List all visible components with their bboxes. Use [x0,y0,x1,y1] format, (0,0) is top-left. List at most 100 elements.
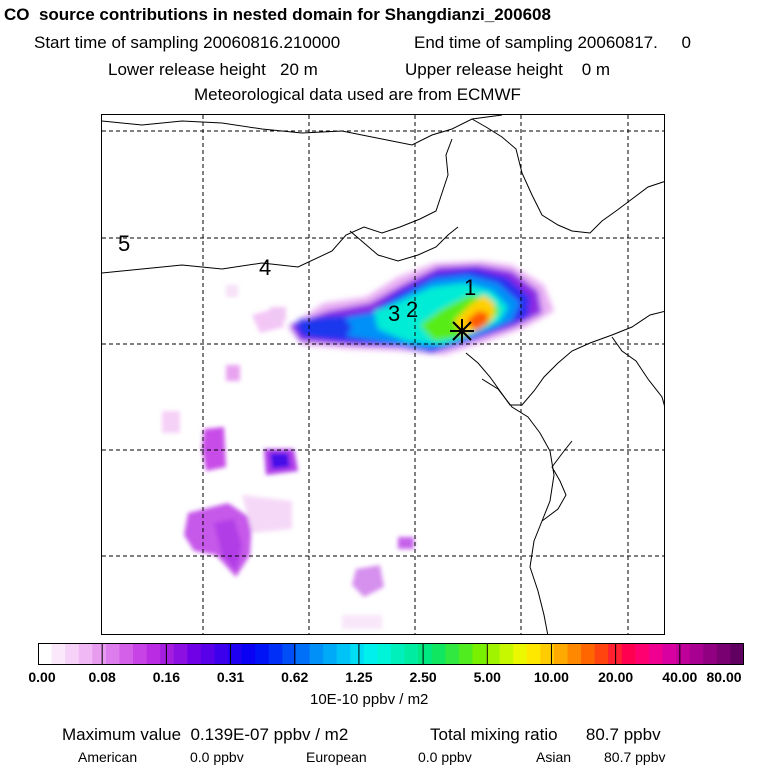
colorbar-cell [51,643,66,665]
patch-blue-1 [270,453,290,469]
colorbar-cell [119,643,134,665]
colorbar-cell [92,643,107,665]
colorbar-cell [173,643,188,665]
patch-low-5 [226,285,238,297]
contour-labels: 5 4 3 2 1 [118,231,476,326]
colorbar-cell [472,643,487,665]
upper-release-label: Upper release height 0 m [405,60,611,79]
start-time-label: Start time of sampling 20060816.210000 [34,33,341,52]
colorbar-cell [635,643,650,665]
colorbar-cell [133,643,148,665]
source-american-name: American [78,749,138,765]
footprint-patches [162,285,414,629]
colorbar-cell [716,643,732,665]
colorbar-cell [458,643,474,665]
patch-low-2 [226,365,240,381]
border-east [471,118,664,234]
border-mongolia [102,138,453,274]
colorbar-cell [187,643,202,665]
colorbar-cell [323,643,338,665]
colorbar-cell [676,643,691,665]
colorbar-cell [268,643,283,665]
colorbar-cell [350,643,365,665]
map-panel: 5 4 3 2 1 [101,114,665,635]
colorbar-cell [200,643,216,665]
colorbar-cell [581,643,596,665]
colorbar-cell [594,643,609,665]
patch-low-6 [342,615,382,629]
colorbar-cell [431,643,446,665]
colorbar-cell [363,643,379,665]
colorbar-cell [146,643,161,665]
source-asian-name: Asian [536,749,572,765]
boundaries [102,115,664,634]
colorbar-cell [703,643,718,665]
coast-south [541,440,573,522]
colorbar-tick-label: 0.16 [152,669,180,685]
source-european-value: 0.0 ppbv [418,749,472,765]
maximum-value: Maximum value 0.139E-07 ppbv / m2 [62,725,349,744]
colorbar-cell [38,643,53,665]
colorbar-cell [553,643,569,665]
colorbar-cell [309,643,324,665]
colorbar-tick-label: 5.00 [473,669,501,685]
colorbar-cell [513,643,528,665]
patch-purple-1 [202,427,226,471]
colorbar-tick-label: 0.62 [281,669,309,685]
colorbar-cell [78,643,93,665]
colorbar-cell [295,643,311,665]
colorbar-cell [730,643,744,665]
colorbar-tick-label: 1.25 [345,669,373,685]
colorbar-cell [567,643,582,665]
colorbar-tick-label: 40.00 [662,669,698,685]
colorbar-tick-label: 20.00 [598,669,634,685]
colorbar-cell [404,643,419,665]
patch-low-4 [242,495,292,533]
colorbar-cell [445,643,460,665]
total-mixing-ratio: Total mixing ratio 80.7 ppbv [430,725,661,744]
colorbar-cell [282,643,297,665]
colorbar-cell [228,643,243,665]
colorbar-cell [160,643,175,665]
plume-blue-west [298,315,352,337]
patch-low-7 [270,307,286,321]
colorbar-tick-label: 0.31 [216,669,245,685]
contour-label-1: 1 [464,275,476,300]
colorbar-cell [499,643,514,665]
colorbar-tick-label: 80.00 [706,669,742,685]
receptor-star-icon [450,319,474,343]
coast-liaodong [611,336,664,406]
coast-bohai [465,310,664,406]
colorbar-cell [418,643,433,665]
colorbar-cell [336,643,351,665]
colorbar-cell [391,643,406,665]
footprint-map: 5 4 3 2 1 [102,115,664,634]
colorbar-cell [526,643,541,665]
source-asian-value: 80.7 ppbv [604,749,666,765]
patch-purple-4 [214,519,242,571]
plume [288,261,554,355]
coast-shandong [481,378,555,634]
colorbar-cell [621,643,636,665]
contour-label-3: 3 [388,301,400,326]
colorbar-cell [241,643,256,665]
colorbar-tick-label: 10.00 [533,669,569,685]
colorbar-cell [648,643,664,665]
patch-purple-5 [398,537,414,549]
colorbar-cell [65,643,80,665]
plot-title: CO source contributions in nested domain… [4,5,551,24]
border-north [102,115,503,146]
patch-purple-6 [352,565,384,597]
contour-label-4: 4 [259,255,271,280]
border-inner [349,226,459,262]
contour-label-2: 2 [406,297,418,322]
colorbar-cell [377,643,392,665]
colorbar-cell [689,643,704,665]
met-data-label: Meteorological data used are from ECMWF [194,85,521,104]
patch-low-3 [162,411,180,433]
colorbar-cell [214,643,229,665]
contour-label-5: 5 [118,231,130,256]
colorbar-cell [662,643,677,665]
plume-orange [466,311,488,331]
colorbar-cell [540,643,555,665]
